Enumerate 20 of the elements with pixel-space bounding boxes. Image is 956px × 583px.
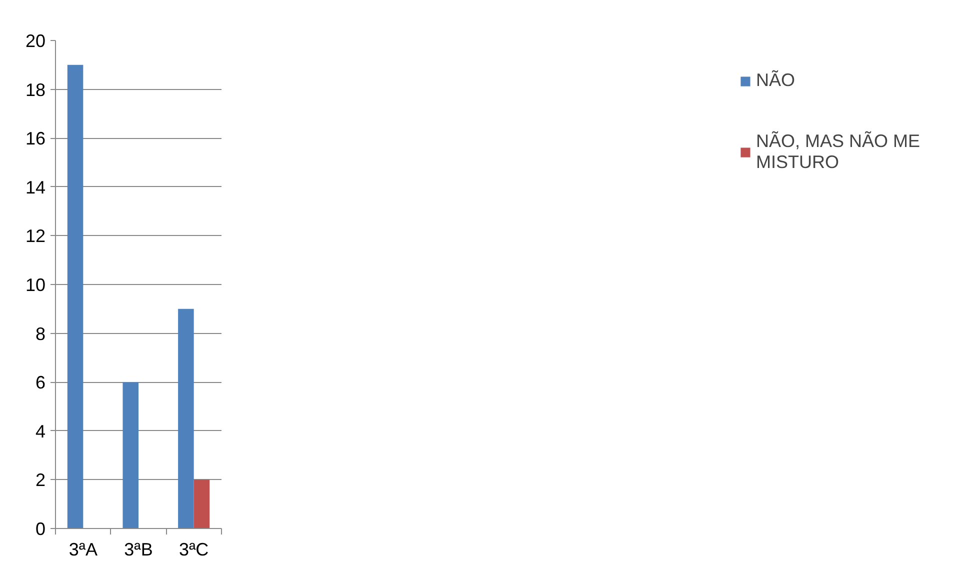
bar: [194, 480, 210, 528]
legend-label: NÃO: [756, 70, 795, 91]
x-tick-label: 3ªB: [124, 540, 153, 560]
bar: [67, 64, 84, 528]
y-tick-label: 18: [25, 80, 46, 100]
y-tick-label: 20: [25, 31, 46, 51]
legend-label: NÃO, MAS NÃO ME MISTURO: [756, 131, 920, 173]
y-tick-label: 16: [25, 128, 46, 149]
y-tick-label: 4: [35, 421, 46, 442]
y-tick-label: 12: [25, 226, 46, 246]
y-tick-label: 0: [35, 519, 46, 539]
y-tick-label: 6: [35, 372, 46, 393]
y-tick-label: 8: [35, 324, 46, 344]
bar: [178, 308, 194, 528]
y-tick-label: 14: [25, 177, 46, 198]
bar: [122, 382, 138, 528]
x-tick-label: 3ªA: [68, 540, 98, 560]
y-tick-label: 2: [35, 470, 46, 490]
y-tick-label: 10: [25, 275, 46, 295]
x-tick-label: 3ªC: [178, 540, 209, 560]
